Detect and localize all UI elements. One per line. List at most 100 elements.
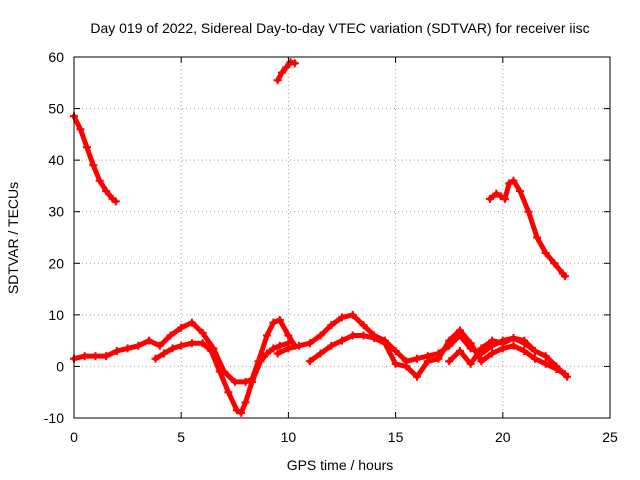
series-high-segment-3 [485,176,569,281]
data-point [247,377,256,386]
data-point [370,334,379,343]
x-axis-label: GPS time / hours [287,457,394,473]
y-tick-label: 20 [48,255,64,271]
data-point [488,336,497,345]
data-point [286,58,295,67]
data-point [445,357,454,366]
data-point [498,339,507,348]
y-tick-label: 60 [48,49,64,65]
plot-frame [73,56,611,419]
series-low-series-d [305,326,569,381]
data-point [284,344,293,353]
data-point [485,194,494,203]
data-point [541,352,550,361]
data-point [241,398,250,407]
data-point [338,336,346,345]
data-point [423,357,432,366]
x-tick-label: 15 [388,429,404,445]
data-point [166,331,175,340]
data-point [316,349,325,358]
data-point [102,187,111,196]
data-point [168,344,177,353]
data-point [488,349,497,358]
data-point [327,321,336,330]
data-point [359,331,368,340]
data-point [515,187,524,196]
data-point [177,341,186,350]
data-point [533,233,542,242]
data-point [327,341,336,350]
data-point [530,354,539,363]
data-point [198,339,207,348]
x-tick-label: 25 [602,429,618,445]
data-point [76,125,85,134]
grid [74,57,610,418]
data-point [282,63,291,72]
data-point [123,344,132,353]
data-point [477,344,486,353]
data-point [509,334,518,343]
data-point [155,341,164,350]
data-point [359,321,368,330]
data-point [273,76,282,85]
data-point [134,341,143,350]
data-point [275,341,284,350]
data-point [550,259,559,268]
data-point [262,331,271,340]
data-point [187,339,196,348]
series-high-segment-2 [273,58,299,85]
data-point [552,365,561,374]
data-point [391,359,400,368]
data-point [509,341,518,350]
data-point [237,408,246,417]
data-point [520,346,529,355]
data-point [391,346,400,355]
data-point [215,367,224,376]
data-point [455,326,464,335]
data-point [80,352,89,361]
data-point [145,336,154,345]
data-point [492,189,501,198]
data-point [455,346,464,355]
y-tick-label: -10 [44,410,64,426]
data-point [230,377,239,386]
data-point [524,207,533,216]
series-low-series-b [151,339,293,417]
data-point [284,331,293,340]
data-point [560,370,569,379]
data-point [160,349,169,358]
data-point [295,341,304,350]
data-point [198,328,207,337]
data-point [273,349,282,358]
x-tick-label: 5 [177,429,185,445]
data-point [541,359,550,368]
data-point [380,339,389,348]
data-point [509,176,518,185]
y-tick-label: 50 [48,101,64,117]
data-point [269,318,278,327]
series-line [71,317,298,385]
data-point [111,197,120,206]
series-low-series-e [445,334,539,368]
data-point [505,179,514,188]
series-low-series-a [70,316,299,386]
data-point [541,248,550,257]
data-point [348,331,357,340]
data-point [112,346,121,355]
data-point [305,357,314,366]
data-point [232,406,241,415]
data-point [102,352,111,361]
data-point [338,313,346,322]
data-point [477,357,486,366]
data-point [434,354,443,363]
y-tick-label: 10 [48,307,64,323]
y-tick-label: 30 [48,204,64,220]
data-point [530,346,539,355]
data-point [207,346,216,355]
data-point [262,349,271,358]
data-point [466,359,475,368]
data-point [413,354,422,363]
data-point [187,318,196,327]
ticks: 0 5 10 15 20 25 -10 0 10 20 30 40 50 60 [44,49,618,445]
